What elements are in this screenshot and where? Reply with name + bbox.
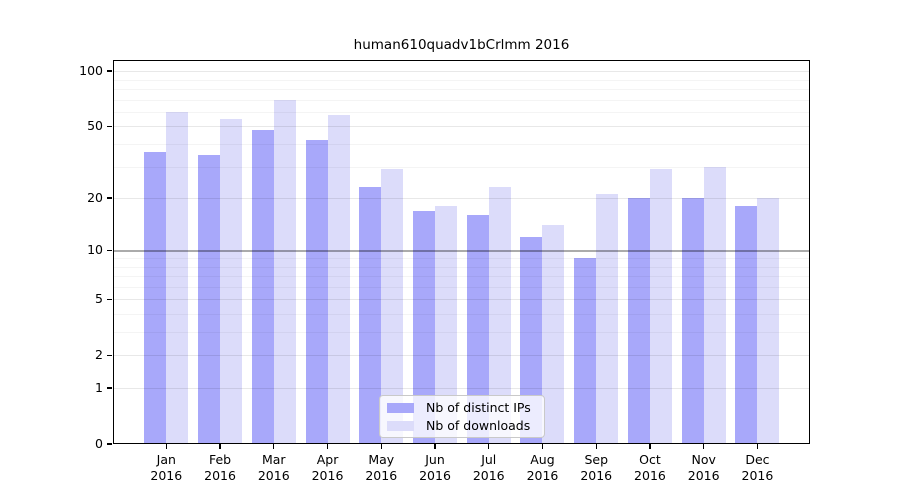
- y-tick: [107, 298, 112, 300]
- x-tick-label: Nov 2016: [687, 452, 720, 483]
- gridline-major: [113, 355, 810, 357]
- legend-item-distinct-ips: Nb of distinct IPs: [387, 400, 544, 415]
- y-tick: [107, 249, 112, 251]
- gridline-minor: [113, 276, 810, 278]
- bar-downloads-nov: [703, 166, 726, 444]
- legend: Nb of distinct IPs Nb of downloads: [379, 395, 545, 438]
- chart-title: human610quadv1bCrlmm 2016: [353, 37, 570, 53]
- bar-ips-oct: [627, 198, 650, 444]
- x-tick-label: Sep 2016: [580, 452, 613, 483]
- x-tick: [380, 444, 382, 449]
- bar-ips-jun: [413, 210, 435, 444]
- x-tick-label: Oct 2016: [634, 452, 666, 483]
- gridline-minor: [113, 89, 810, 90]
- x-tick: [649, 444, 651, 449]
- x-tick: [326, 444, 329, 449]
- bar-downloads-jul: [488, 187, 511, 444]
- y-tick: [107, 70, 112, 72]
- x-tick-label: Mar 2016: [257, 452, 290, 483]
- bar-ips-sep: [574, 257, 597, 444]
- gridline-minor: [113, 286, 810, 288]
- x-tick: [165, 444, 167, 449]
- x-tick: [541, 444, 544, 449]
- x-tick-label: Jan 2016: [150, 452, 183, 483]
- y-tick-label: 1: [95, 380, 103, 395]
- gridline-major: [113, 198, 810, 200]
- gridline-minor: [113, 144, 810, 145]
- bar-downloads-dec: [757, 198, 780, 444]
- gridline-minor: [113, 166, 810, 168]
- y-tick: [107, 197, 112, 199]
- x-tick-label: Feb 2016: [204, 452, 236, 483]
- gridline-major: [113, 71, 810, 73]
- bar-downloads-may: [381, 169, 404, 444]
- gridline-major: [113, 299, 810, 301]
- x-tick-label: Jun 2016: [419, 452, 451, 483]
- x-tick-label: Apr 2016: [311, 452, 344, 483]
- y-tick: [107, 443, 112, 445]
- x-tick-label: Jul 2016: [472, 452, 505, 483]
- y-tick-label: 2: [95, 347, 103, 363]
- y-tick: [107, 354, 112, 356]
- bar-downloads-aug: [542, 225, 565, 444]
- x-tick: [756, 444, 759, 449]
- gridline-minor: [113, 257, 810, 259]
- bar-ips-jul: [466, 215, 489, 444]
- y-tick: [107, 387, 112, 389]
- legend-label-distinct-ips: Nb of distinct IPs: [426, 400, 531, 415]
- bar-ips-apr: [305, 140, 328, 444]
- gridline-minor: [113, 99, 810, 101]
- x-tick: [219, 444, 221, 449]
- legend-swatch-distinct-ips: [387, 402, 414, 413]
- bar-downloads-sep: [596, 194, 619, 444]
- legend-swatch-downloads: [387, 420, 414, 431]
- bar-ips-aug: [520, 236, 543, 444]
- plot-area: Nb of distinct IPs Nb of downloads: [113, 60, 810, 444]
- bar-ips-mar: [251, 129, 274, 444]
- y-tick: [107, 125, 112, 128]
- bar-downloads-mar: [273, 99, 296, 444]
- bar-downloads-jun: [435, 206, 457, 444]
- x-tick: [273, 444, 275, 449]
- y-tick-label: 100: [79, 63, 103, 79]
- x-tick: [488, 444, 490, 449]
- y-tick-label: 10: [87, 242, 103, 258]
- gridline-minor: [113, 313, 810, 315]
- y-tick-label: 50: [87, 118, 103, 134]
- bar-ips-feb: [198, 154, 221, 444]
- bar-downloads-jan: [166, 111, 189, 444]
- bar-ips-nov: [681, 198, 704, 444]
- gridline-minor: [113, 79, 810, 81]
- y-tick-label: 0: [95, 436, 103, 451]
- x-tick-label: Dec 2016: [741, 452, 774, 483]
- bar-ips-dec: [735, 206, 758, 444]
- legend-item-downloads: Nb of downloads: [387, 418, 544, 433]
- gridline-minor: [113, 266, 810, 268]
- x-tick: [595, 444, 597, 449]
- x-tick: [434, 444, 436, 449]
- x-tick-label: May 2016: [365, 452, 398, 483]
- gridline-major: [113, 388, 810, 389]
- x-tick: [703, 444, 705, 449]
- gridline-major: [113, 126, 810, 128]
- bar-ips-jan: [144, 152, 167, 444]
- bar-downloads-feb: [220, 118, 243, 444]
- bar-downloads-apr: [327, 114, 350, 444]
- gridline-minor: [113, 111, 810, 113]
- gridline-minor: [113, 332, 810, 333]
- x-tick-label: Aug 2016: [526, 452, 559, 483]
- legend-label-downloads: Nb of downloads: [426, 418, 531, 433]
- gridline-emphasis: [113, 250, 810, 252]
- y-tick-label: 20: [87, 190, 103, 206]
- bar-ips-may: [359, 187, 382, 444]
- bar-downloads-oct: [649, 169, 672, 444]
- y-tick-label: 5: [95, 291, 103, 307]
